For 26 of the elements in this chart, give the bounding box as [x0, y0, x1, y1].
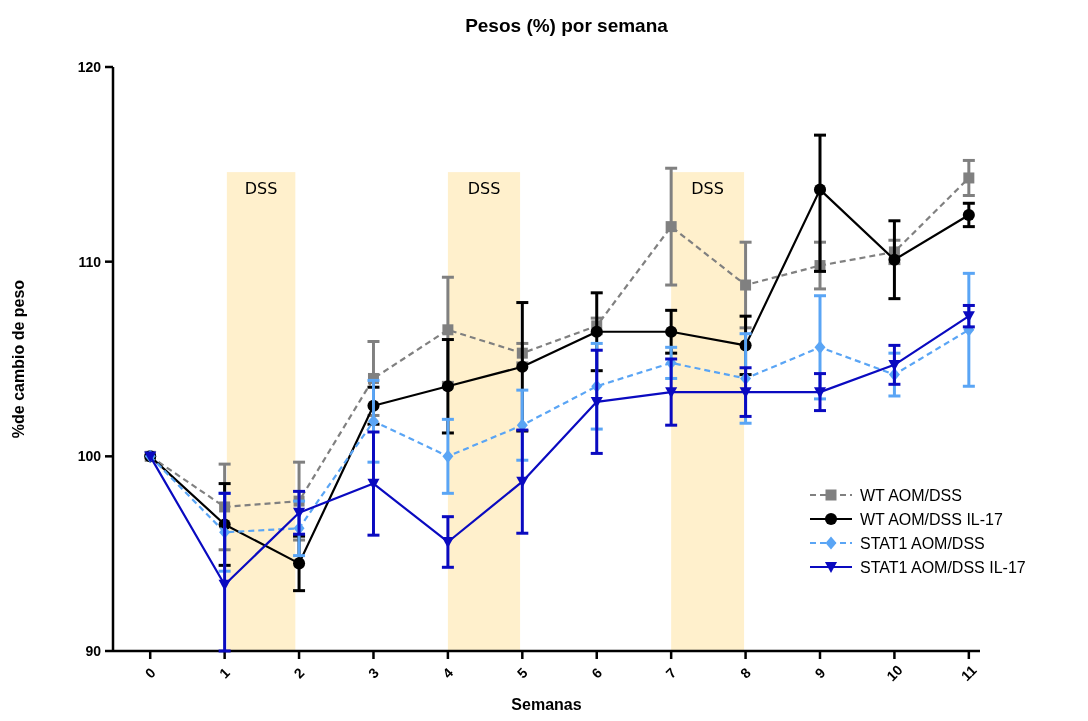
legend-label: STAT1 AOM/DSS: [860, 534, 985, 552]
y-tick-label: 110: [78, 253, 102, 270]
y-axis-title: %de cambio de peso: [10, 279, 27, 439]
band-label: DSS: [691, 179, 724, 199]
x-tick-label: 4: [439, 664, 457, 682]
x-tick-label: 9: [811, 664, 829, 682]
chart-title: Pesos (%) por semana: [465, 15, 669, 36]
band-label: DSS: [244, 179, 278, 199]
x-tick-label: 0: [141, 664, 159, 682]
y-tick-label: 120: [77, 58, 102, 75]
y-tick-label: 100: [77, 448, 102, 465]
y-tick-label: 90: [85, 642, 102, 659]
legend-label: STAT1 AOM/DSS IL-17: [860, 558, 1026, 576]
x-tick-label: 1: [216, 664, 234, 682]
x-tick-label: 5: [513, 664, 531, 682]
x-tick-label: 10: [883, 661, 906, 685]
legend-label: WT AOM/DSS IL-17: [860, 510, 1003, 528]
x-tick-label: 3: [364, 664, 382, 682]
x-tick-label: 11: [957, 661, 980, 684]
x-tick-label: 2: [290, 664, 308, 682]
x-tick-label: 6: [588, 664, 606, 682]
x-tick-label: 8: [737, 664, 755, 682]
x-tick-label: 7: [662, 664, 680, 682]
band-label: DSS: [467, 179, 501, 199]
legend-label: WT AOM/DSS: [860, 486, 962, 504]
x-axis-title: Semanas: [511, 696, 582, 713]
